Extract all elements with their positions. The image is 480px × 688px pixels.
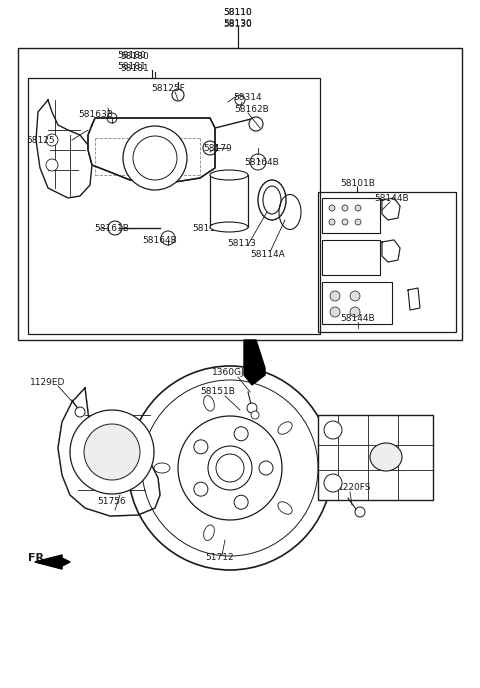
Text: 51712: 51712 [206, 554, 234, 563]
Text: 58113: 58113 [228, 239, 256, 248]
Circle shape [46, 159, 58, 171]
Text: 58164B: 58164B [143, 235, 178, 244]
Circle shape [108, 221, 122, 235]
Circle shape [330, 307, 340, 317]
Text: 58130: 58130 [224, 19, 252, 28]
Text: 58180: 58180 [118, 50, 146, 59]
Circle shape [355, 507, 365, 517]
Bar [318, 192, 456, 332]
Text: 58125: 58125 [26, 136, 55, 144]
Text: 58181: 58181 [118, 61, 146, 70]
Circle shape [133, 136, 177, 180]
Circle shape [324, 421, 342, 439]
Bar [318, 415, 433, 500]
Text: 58180: 58180 [120, 52, 149, 61]
Circle shape [330, 291, 340, 301]
Ellipse shape [210, 222, 248, 232]
Polygon shape [244, 340, 265, 385]
Circle shape [172, 89, 184, 101]
Ellipse shape [263, 186, 281, 214]
Polygon shape [382, 198, 400, 220]
Circle shape [324, 474, 342, 492]
Text: 58144B: 58144B [341, 314, 375, 323]
Ellipse shape [278, 502, 292, 514]
Circle shape [235, 95, 245, 105]
Text: 1220FS: 1220FS [338, 484, 372, 493]
Ellipse shape [210, 170, 248, 180]
Ellipse shape [204, 525, 215, 541]
Circle shape [123, 126, 187, 190]
Ellipse shape [154, 463, 170, 473]
Text: 1360GJ: 1360GJ [212, 367, 244, 376]
Circle shape [329, 219, 335, 225]
Text: 58101B: 58101B [341, 178, 375, 188]
Polygon shape [88, 118, 215, 183]
Bar [322, 240, 380, 275]
Text: 58112: 58112 [192, 224, 221, 233]
Circle shape [342, 219, 348, 225]
Text: 58110: 58110 [224, 8, 252, 17]
Circle shape [75, 407, 85, 417]
Circle shape [107, 113, 117, 123]
Circle shape [247, 403, 257, 413]
Circle shape [234, 495, 248, 509]
Text: 58179: 58179 [204, 144, 232, 153]
Circle shape [194, 440, 208, 454]
Circle shape [250, 154, 266, 170]
Text: 58181: 58181 [120, 63, 149, 72]
Circle shape [350, 291, 360, 301]
Bar [28, 78, 320, 334]
Text: 58144B: 58144B [375, 193, 409, 202]
Bar [210, 175, 248, 227]
Text: 58162B: 58162B [235, 105, 269, 114]
Text: 58114A: 58114A [251, 250, 286, 259]
Circle shape [259, 461, 273, 475]
Text: 58163B: 58163B [79, 109, 113, 118]
Text: 1129ED: 1129ED [30, 378, 66, 387]
Circle shape [329, 205, 335, 211]
Ellipse shape [278, 422, 292, 434]
Ellipse shape [204, 396, 215, 411]
Circle shape [161, 231, 175, 245]
Text: 51755: 51755 [97, 486, 126, 495]
Bar [322, 282, 392, 324]
Text: 58151B: 58151B [201, 387, 235, 396]
Circle shape [208, 446, 252, 490]
Ellipse shape [370, 443, 402, 471]
Bar [18, 48, 462, 340]
Text: 58125F: 58125F [151, 83, 185, 92]
Circle shape [251, 411, 259, 419]
Text: 58314: 58314 [234, 92, 262, 102]
Circle shape [342, 205, 348, 211]
Circle shape [203, 141, 217, 155]
Circle shape [216, 454, 244, 482]
Polygon shape [58, 388, 160, 516]
Circle shape [350, 307, 360, 317]
Circle shape [46, 134, 58, 146]
Text: 58164B: 58164B [245, 158, 279, 166]
Circle shape [194, 482, 208, 496]
Polygon shape [382, 240, 400, 262]
Circle shape [249, 117, 263, 131]
Circle shape [84, 424, 140, 480]
Bar [322, 198, 380, 233]
Text: 51756: 51756 [97, 497, 126, 506]
Text: 58110: 58110 [224, 8, 252, 17]
Text: FR.: FR. [28, 553, 48, 563]
Text: 58130: 58130 [224, 19, 252, 28]
Circle shape [355, 219, 361, 225]
Circle shape [234, 427, 248, 441]
Circle shape [178, 416, 282, 520]
Polygon shape [35, 555, 70, 569]
Circle shape [355, 205, 361, 211]
Circle shape [70, 410, 154, 494]
Text: 58161B: 58161B [95, 224, 130, 233]
